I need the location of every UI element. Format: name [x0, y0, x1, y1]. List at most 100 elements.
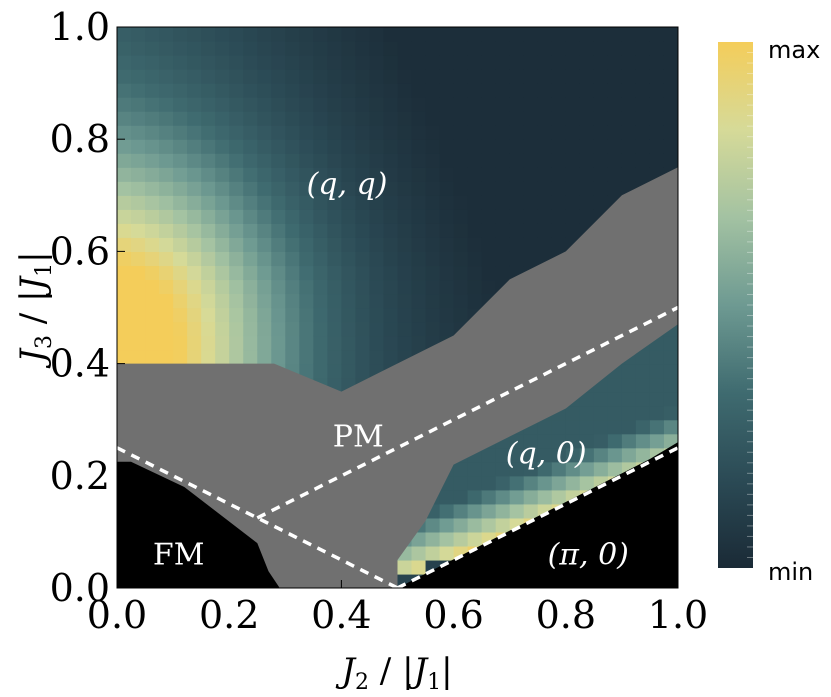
heatmap-cell [649, 125, 665, 140]
heatmap-cell [537, 181, 553, 196]
heatmap-cell [453, 125, 469, 140]
heatmap-cell [313, 83, 328, 98]
heatmap-cell [243, 55, 258, 70]
heatmap-cell [383, 251, 399, 267]
heatmap-cell [117, 237, 132, 252]
heatmap-cell [551, 447, 567, 463]
heatmap-cell [285, 27, 300, 42]
heatmap-cell [481, 209, 497, 224]
heatmap-cell [355, 237, 371, 252]
heatmap-cell [215, 167, 230, 182]
heatmap-cell [607, 153, 623, 168]
heatmap-cell [187, 223, 202, 238]
heatmap-cell [523, 223, 539, 238]
colorbar-ticks [747, 52, 753, 558]
heatmap-cell [159, 349, 174, 365]
heatmap-cell [565, 419, 581, 435]
heatmap-cell [145, 335, 160, 351]
heatmap-cell [257, 139, 272, 154]
heatmap-cell [187, 69, 202, 84]
heatmap-cell [453, 139, 469, 154]
heatmap-cell [145, 349, 160, 365]
heatmap-cell [299, 69, 314, 84]
heatmap-cell [411, 97, 427, 112]
heatmap-cell [537, 209, 553, 224]
heatmap-cell [593, 195, 609, 210]
heatmap-cell [173, 153, 188, 168]
heatmap-cell [495, 139, 511, 154]
heatmap-cell [383, 293, 399, 309]
heatmap-cell [131, 167, 146, 182]
heatmap-cell [173, 139, 188, 154]
heatmap-cell [663, 69, 678, 84]
heatmap-cell [523, 27, 539, 42]
heatmap-cell [439, 209, 455, 224]
heatmap-cell [621, 111, 637, 126]
heatmap-cell [285, 349, 300, 365]
heatmap-cell [425, 531, 441, 547]
heatmap-cell [411, 209, 427, 224]
heatmap-cell [565, 55, 581, 70]
heatmap-cell [453, 111, 469, 126]
heatmap-cell [467, 153, 483, 168]
heatmap-cell [159, 251, 174, 267]
heatmap-cell [201, 335, 216, 351]
heatmap-cell [565, 209, 581, 224]
heatmap-cell [397, 251, 413, 267]
heatmap-cell [565, 139, 581, 154]
heatmap-cell [397, 111, 413, 126]
heatmap-cell [187, 41, 202, 56]
heatmap-cell [663, 153, 678, 168]
heatmap-cell [453, 293, 469, 309]
heatmap-cell [481, 97, 497, 112]
heatmap-cell [607, 391, 623, 407]
colorbar-min-label: min [768, 558, 813, 586]
heatmap-cell [453, 97, 469, 112]
heatmap-cell [299, 349, 314, 365]
heatmap-cell [509, 111, 525, 126]
heatmap-cell [257, 181, 272, 196]
heatmap-cell [243, 181, 258, 196]
heatmap-cell [453, 531, 469, 547]
heatmap-cell [369, 55, 385, 70]
heatmap-cell [131, 321, 146, 337]
heatmap-cell [607, 27, 623, 42]
heatmap-cell [663, 139, 678, 154]
y-tick-label: 1.0 [50, 5, 110, 49]
region-label-fm: FM [153, 537, 205, 572]
heatmap-cell [229, 167, 244, 182]
heatmap-cell [411, 181, 427, 196]
y-tick-label: 0.0 [50, 566, 110, 610]
heatmap-cell [257, 111, 272, 126]
heatmap-cell [481, 489, 497, 505]
heatmap-cell [271, 195, 286, 210]
region-labels: (q, q) PM (q, 0) FM (π, 0) [153, 167, 629, 572]
heatmap-cell [383, 41, 399, 56]
heatmap-cell [229, 265, 244, 281]
heatmap-cell [327, 69, 342, 84]
heatmap-cell [537, 237, 553, 252]
heatmap-cell [159, 153, 174, 168]
heatmap-cell [159, 279, 174, 295]
heatmap-cell [243, 223, 258, 238]
heatmap-cell [593, 83, 609, 98]
heatmap-cell [607, 69, 623, 84]
region-label-pm: PM [333, 420, 384, 455]
heatmap-cell [439, 545, 455, 561]
heatmap-cell [327, 125, 342, 140]
heatmap-cell [131, 83, 146, 98]
heatmap-cell [649, 41, 665, 56]
heatmap-cell [215, 265, 230, 281]
heatmap-cell [397, 97, 413, 112]
heatmap-cell [439, 517, 455, 533]
heatmap-cell [145, 69, 160, 84]
heatmap-cell [523, 139, 539, 154]
heatmap-cell [243, 111, 258, 126]
heatmap-cell [565, 475, 581, 491]
heatmap-cell [341, 41, 357, 56]
region-label-pi0: (π, 0) [548, 537, 629, 572]
heatmap-cell [649, 27, 665, 42]
heatmap-cell [355, 97, 371, 112]
heatmap-cell [257, 153, 272, 168]
heatmap-cell [551, 489, 567, 505]
